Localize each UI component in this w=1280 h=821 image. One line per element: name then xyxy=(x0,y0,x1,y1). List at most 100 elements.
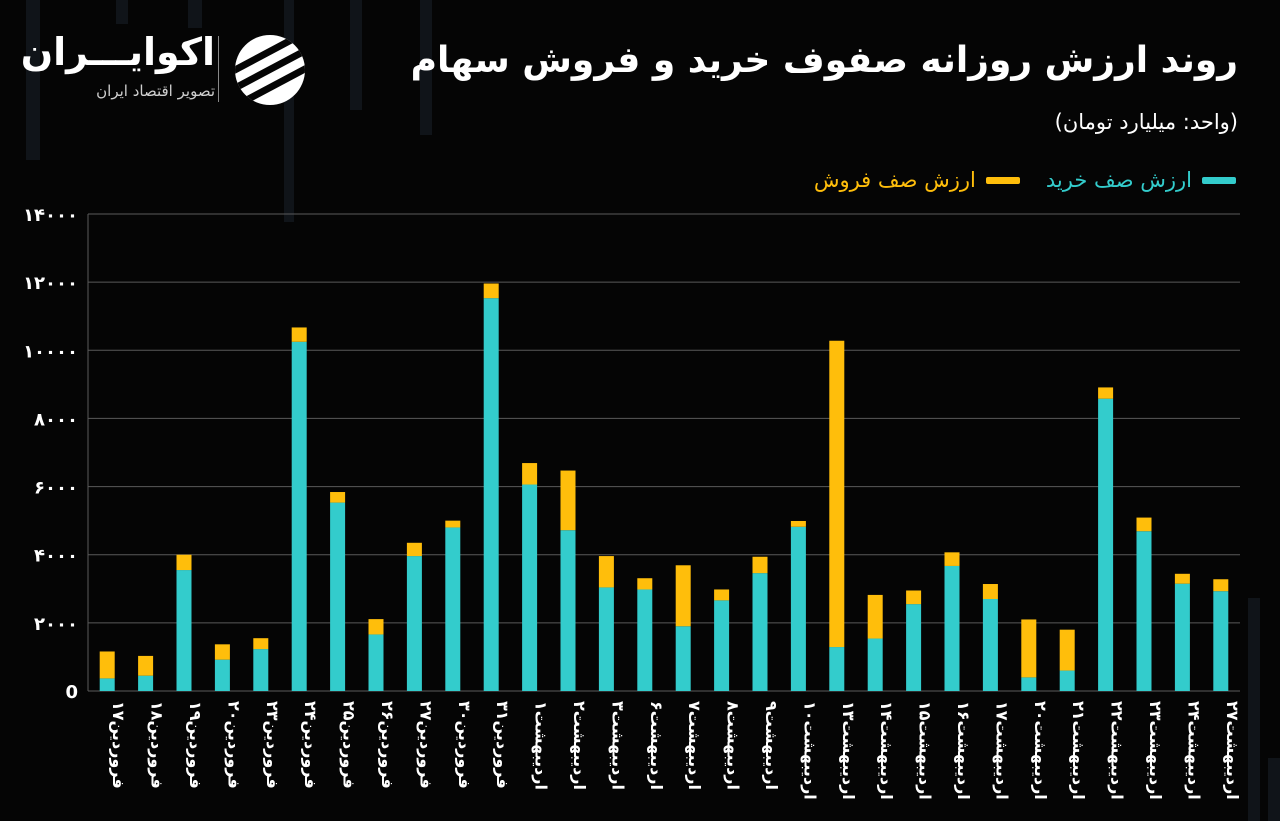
x-tick-label: اردیبهشت۱۵ xyxy=(916,701,935,800)
bar-sell xyxy=(944,552,960,566)
unit-label: (واحد: میلیارد تومان) xyxy=(1054,110,1238,134)
x-tick-label: اردیبهشت۹ xyxy=(762,701,781,790)
bar-sell xyxy=(1174,573,1190,584)
x-tick-label: فروردین۳۱ xyxy=(493,701,512,789)
bar-buy xyxy=(176,570,192,691)
bar-sell xyxy=(406,542,422,557)
bar-buy xyxy=(99,678,115,691)
bar-buy xyxy=(598,587,614,691)
x-tick-label: اردیبهشت۲۱ xyxy=(1069,701,1088,800)
x-tick-label: فروردین۲۰ xyxy=(224,701,243,789)
bar-buy xyxy=(1021,677,1037,691)
bar-sell xyxy=(138,655,154,676)
bar-sell xyxy=(1136,517,1152,532)
x-tick-label: فروردین۳۰ xyxy=(455,701,474,789)
x-tick-label: اردیبهشت۱۷ xyxy=(992,701,1011,800)
bar-buy xyxy=(1136,531,1152,691)
x-tick-label: اردیبهشت۸ xyxy=(724,701,743,790)
y-tick-label: ۶۰۰۰ xyxy=(34,478,78,499)
legend-label-buy: ارزش صف خرید xyxy=(1045,168,1192,192)
legend-label-sell: ارزش صف فروش xyxy=(813,168,976,192)
legend-swatch-sell xyxy=(985,176,1020,184)
bar-sell xyxy=(906,590,922,605)
bar-sell xyxy=(1021,619,1037,678)
bar-buy xyxy=(982,599,998,691)
y-tick-label: ۲۰۰۰ xyxy=(34,614,78,635)
bar-sell xyxy=(483,283,499,299)
bar-buy xyxy=(368,634,384,691)
x-tick-label: فروردین۲۵ xyxy=(340,701,359,789)
bar-buy xyxy=(291,341,307,691)
legend-item-buy: ارزش صف خرید xyxy=(1046,168,1236,192)
x-tick-label: فروردین۲۶ xyxy=(378,701,397,789)
bar-buy xyxy=(829,647,845,691)
y-tick-label: ۱۴۰۰۰ xyxy=(23,205,78,226)
x-tick-label: فروردین۲۴ xyxy=(301,701,320,789)
bar-buy xyxy=(445,527,461,691)
bar-sell xyxy=(99,651,115,679)
bar-buy xyxy=(138,675,154,691)
legend-item-sell: ارزش صف فروش xyxy=(814,168,1020,192)
y-tick-label: 0 xyxy=(65,682,78,703)
logo-name: اکوایـــران xyxy=(20,30,215,74)
bar-sell xyxy=(214,644,230,660)
bar-sell xyxy=(176,554,192,571)
bar-sell xyxy=(675,565,691,627)
bar-buy xyxy=(1174,583,1190,691)
bar-sell xyxy=(1059,629,1075,671)
bar-sell xyxy=(445,520,461,528)
bar-sell xyxy=(522,463,538,485)
bar-buy xyxy=(560,530,576,691)
x-tick-label: فروردین۱۹ xyxy=(186,701,205,789)
bar-buy xyxy=(944,565,960,691)
bar-sell xyxy=(291,327,307,342)
x-tick-label: اردیبهشت۶ xyxy=(647,701,666,790)
logo: اکوایـــران تصویر اقتصاد ایران xyxy=(20,30,320,110)
x-tick-label: فروردین۲۳ xyxy=(263,701,282,789)
bar-sell xyxy=(867,594,883,639)
bar-buy xyxy=(483,298,499,691)
bar-buy xyxy=(214,659,230,691)
x-tick-label: اردیبهشت۲ xyxy=(570,701,589,790)
x-tick-label: اردیبهشت۲۲ xyxy=(1108,701,1127,800)
bar-sell xyxy=(982,584,998,600)
x-tick-label: فروردین۲۷ xyxy=(416,701,435,789)
bar-sell xyxy=(560,470,576,531)
bar-buy xyxy=(752,573,768,691)
bar-sell xyxy=(829,340,845,648)
ecoiran-logo-icon xyxy=(235,35,305,105)
x-tick-label: اردیبهشت۲۰ xyxy=(1031,701,1050,800)
bar-buy xyxy=(253,649,269,691)
bar-buy xyxy=(1098,398,1114,691)
bar-buy xyxy=(867,638,883,691)
bar-buy xyxy=(906,604,922,691)
bar-sell xyxy=(790,520,806,527)
logo-divider xyxy=(218,36,219,102)
x-tick-label: فروردین۱۸ xyxy=(148,701,167,789)
legend: ارزش صف خرید ارزش صف فروش xyxy=(814,168,1236,192)
bar-buy xyxy=(714,600,730,691)
bar-sell xyxy=(368,619,384,635)
y-tick-label: ۱۰۰۰۰ xyxy=(23,341,78,362)
x-tick-label: فروردین۱۷ xyxy=(109,701,128,789)
bar-buy xyxy=(637,589,653,691)
y-tick-label: ۱۲۰۰۰ xyxy=(23,273,78,294)
bar-sell xyxy=(714,589,730,601)
logo-subtitle: تصویر اقتصاد ایران xyxy=(96,82,215,100)
bar-sell xyxy=(598,556,614,588)
x-tick-label: اردیبهشت۱۴ xyxy=(877,701,896,800)
bar-sell xyxy=(637,578,653,590)
bar-buy xyxy=(1059,670,1075,691)
x-tick-label: اردیبهشت۳ xyxy=(608,701,627,790)
x-tick-label: اردیبهشت۲۳ xyxy=(1146,701,1165,800)
x-tick-label: اردیبهشت۱۳ xyxy=(839,701,858,800)
x-tick-label: اردیبهشت۲۷ xyxy=(1223,701,1242,800)
x-tick-label: اردیبهشت۱۰ xyxy=(800,701,819,800)
x-tick-label: اردیبهشت۷ xyxy=(685,701,704,790)
bar-buy xyxy=(675,626,691,691)
legend-swatch-buy xyxy=(1202,176,1236,184)
x-tick-label: اردیبهشت۲۴ xyxy=(1184,701,1203,800)
y-tick-label: ۴۰۰۰ xyxy=(34,546,78,567)
bar-buy xyxy=(406,556,422,691)
